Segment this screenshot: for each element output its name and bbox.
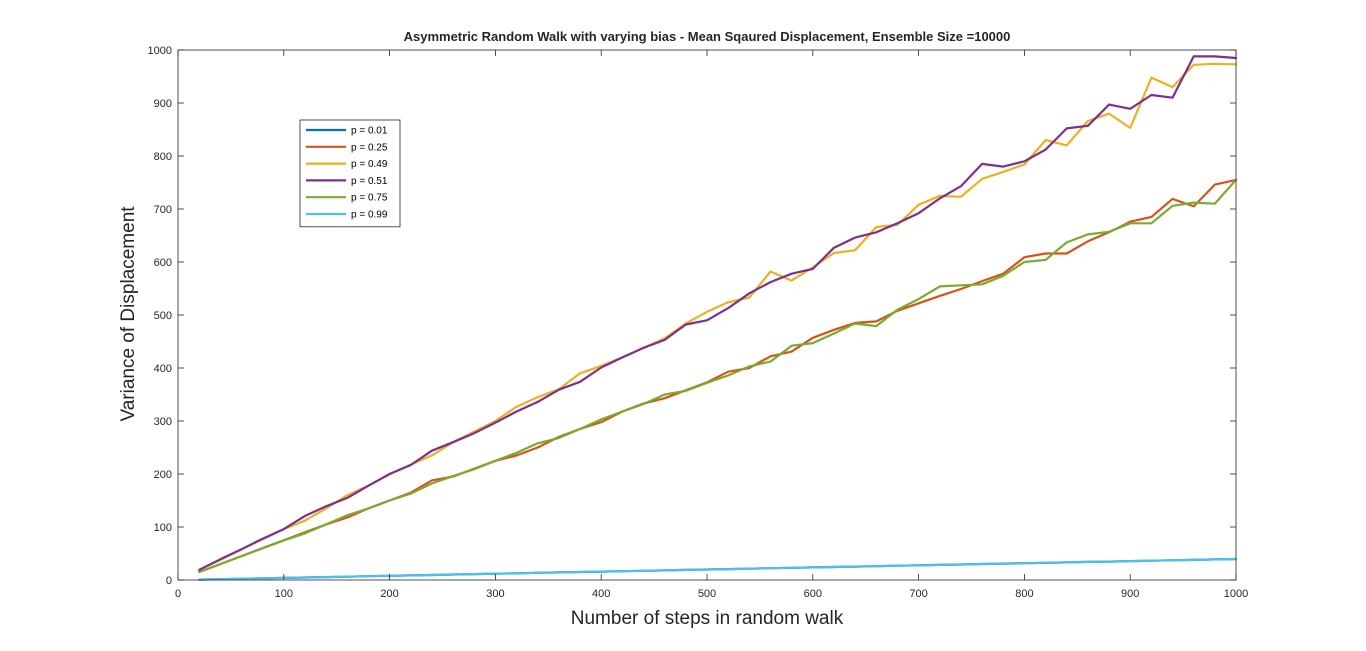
legend-box	[299, 119, 401, 228]
legend-label-1: p = 0.01	[351, 126, 388, 137]
axes-group: 0 100 200 300 400 500 600 700 800 900 1000 0 100 200 3…	[148, 45, 1249, 600]
y-tick-label: 600	[154, 257, 172, 269]
x-axis-label: Number of steps in random walk	[571, 608, 844, 629]
x-tick-label: 0	[175, 588, 181, 600]
y-tick-label: 400	[154, 363, 172, 375]
legend-label-3: p = 0.49	[351, 159, 388, 170]
y-tick-label: 900	[154, 98, 172, 110]
legend: p = 0.01 p = 0.25 p = 0.49 p = 0.51 p = 0.75…	[299, 119, 401, 228]
y-tick-label: 100	[154, 522, 172, 534]
x-tick-label: 100	[275, 588, 293, 600]
x-tick-label: 300	[486, 588, 504, 600]
y-tick-label: 0	[166, 575, 172, 587]
x-tick-label: 700	[909, 588, 927, 600]
x-tick-label: 800	[1015, 588, 1033, 600]
x-tick-label: 1000	[1224, 588, 1248, 600]
series-line-6	[198, 557, 1238, 581]
y-tick-label: 500	[154, 310, 172, 322]
legend-label-4: p = 0.51	[351, 176, 388, 187]
x-tick-label: 600	[804, 588, 822, 600]
x-tick-label: 200	[380, 588, 398, 600]
y-tick-label: 1000	[148, 45, 172, 57]
chart-title: Asymmetric Random Walk with varying bias…	[404, 29, 1011, 44]
x-tick-label: 900	[1121, 588, 1139, 600]
y-tick-label: 300	[154, 416, 172, 428]
legend-label-5: p = 0.75	[351, 193, 388, 204]
y-axis-label: Variance of Displacement	[118, 206, 139, 422]
series-line-5	[198, 178, 1238, 574]
series-group	[198, 55, 1238, 581]
x-tick-label: 400	[592, 588, 610, 600]
y-tick-label: 700	[154, 204, 172, 216]
y-tick-label: 200	[154, 469, 172, 481]
x-tick-label: 500	[698, 588, 716, 600]
series-line-4	[198, 55, 1238, 572]
legend-label-6: p = 0.99	[351, 210, 388, 221]
y-tick-label: 800	[154, 151, 172, 163]
legend-label-2: p = 0.25	[351, 142, 388, 153]
